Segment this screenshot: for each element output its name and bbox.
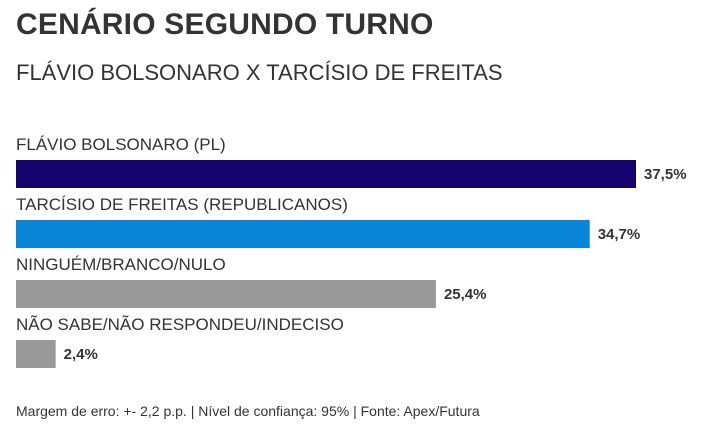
chart-subtitle: FLÁVIO BOLSONARO X TARCÍSIO DE FREITAS xyxy=(16,60,503,85)
bar-row-1 xyxy=(16,160,636,188)
bar-chart: FLÁVIO BOLSONARO (PL) 37,5% TARCÍSIO DE FR… xyxy=(16,135,687,368)
value-label-row-2: 34,7% xyxy=(598,226,641,243)
value-label-row-3: 25,4% xyxy=(444,286,487,303)
source-note: Margem de erro: +- 2,2 p.p. | Nível de c… xyxy=(16,403,480,419)
bar-row-2 xyxy=(16,220,590,248)
bar-row-4 xyxy=(16,340,56,368)
category-label-row-3: NINGUÉM/BRANCO/NULO xyxy=(16,255,226,274)
chart-title: CENÁRIO SEGUNDO TURNO xyxy=(16,8,434,41)
value-label-row-1: 37,5% xyxy=(644,166,687,183)
category-label-row-1: FLÁVIO BOLSONARO (PL) xyxy=(16,135,226,154)
value-label-row-4: 2,4% xyxy=(64,346,98,363)
category-label-row-4: NÃO SABE/NÃO RESPONDEU/INDECISO xyxy=(16,315,344,334)
bar-row-3 xyxy=(16,280,436,308)
category-label-row-2: TARCÍSIO DE FREITAS (REPUBLICANOS) xyxy=(16,195,348,214)
